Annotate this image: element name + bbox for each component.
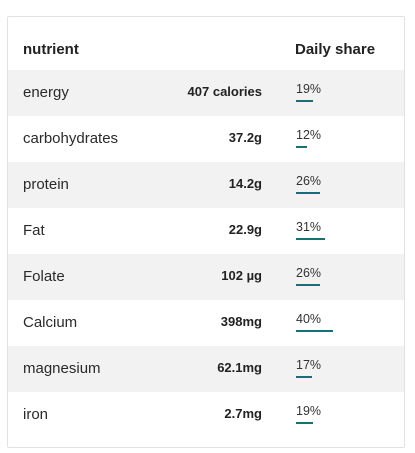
nutrient-name: carbohydrates xyxy=(23,130,119,147)
nutrient-name: magnesium xyxy=(23,360,101,377)
nutrient-amount: 62.1mg xyxy=(217,360,262,375)
table-row: energy 407 calories 19% xyxy=(8,70,404,116)
nutrient-name: Calcium xyxy=(23,314,78,331)
table-row: Calcium 398mg 40% xyxy=(8,300,404,346)
daily-share-percent: 31% xyxy=(296,220,322,234)
nutrient-name: energy xyxy=(23,84,69,101)
nutrient-amount: 407 calories xyxy=(187,84,262,99)
nutrient-amount: 102 µg xyxy=(221,268,262,283)
table-row: carbohydrates 37.2g 12% xyxy=(8,116,404,162)
table-row: iron 2.7mg 19% xyxy=(8,392,404,438)
table-header: nutrient Daily share xyxy=(8,17,404,70)
nutrition-card: nutrient Daily share energy 407 calories… xyxy=(7,16,405,448)
nutrient-column-header: nutrient xyxy=(23,41,79,58)
daily-share-percent: 19% xyxy=(296,82,322,96)
daily-share-percent: 26% xyxy=(296,266,322,280)
nutrient-table: energy 407 calories 19% carbohydrates 37… xyxy=(8,70,404,438)
daily-share-bar xyxy=(296,376,312,378)
daily-share-bar xyxy=(296,192,320,194)
daily-share-bar xyxy=(296,422,313,424)
table-row: Folate 102 µg 26% xyxy=(8,254,404,300)
daily-share-column-header: Daily share xyxy=(295,41,376,58)
nutrient-name: Fat xyxy=(23,222,45,239)
nutrient-amount: 2.7mg xyxy=(224,406,262,421)
daily-share-percent: 40% xyxy=(296,312,322,326)
nutrient-name: Folate xyxy=(23,268,65,285)
table-row: magnesium 62.1mg 17% xyxy=(8,346,404,392)
daily-share-percent: 12% xyxy=(296,128,322,142)
daily-share-bar xyxy=(296,146,307,148)
nutrient-name: protein xyxy=(23,176,69,193)
nutrient-amount: 398mg xyxy=(220,314,262,329)
daily-share-bar xyxy=(296,284,320,286)
nutrient-amount: 37.2g xyxy=(228,130,262,145)
daily-share-bar xyxy=(296,238,325,240)
daily-share-bar xyxy=(296,100,313,102)
nutrient-name: iron xyxy=(23,406,49,423)
nutrient-amount: 22.9g xyxy=(228,222,262,237)
nutrient-amount: 14.2g xyxy=(228,176,262,191)
table-row: Fat 22.9g 31% xyxy=(8,208,404,254)
daily-share-percent: 19% xyxy=(296,404,322,418)
daily-share-bar xyxy=(296,330,333,332)
daily-share-percent: 26% xyxy=(296,174,322,188)
table-row: protein 14.2g 26% xyxy=(8,162,404,208)
daily-share-percent: 17% xyxy=(296,358,322,372)
